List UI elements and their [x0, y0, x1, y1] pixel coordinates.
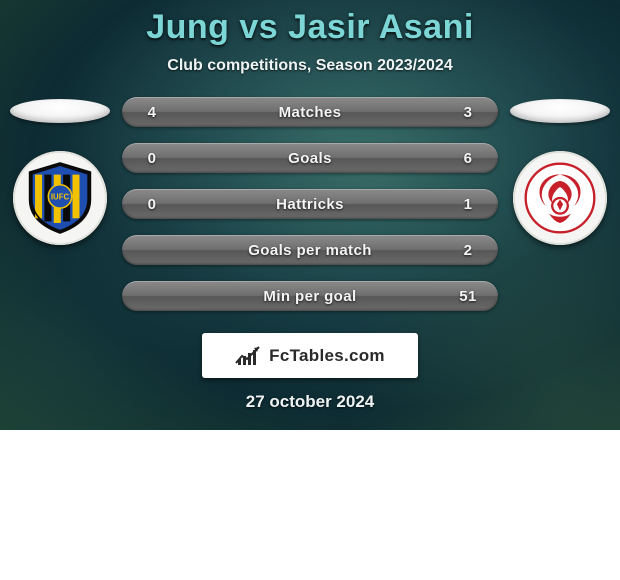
left-side: IUFC [8, 99, 112, 245]
stats-column: 4 Matches 3 0 Goals 6 0 Hattricks 1 Goal… [122, 97, 498, 311]
stat-label: Goals [166, 150, 454, 167]
gwangju-crest [513, 151, 607, 245]
bar-chart-icon [235, 345, 261, 367]
phoenix-icon [521, 159, 599, 237]
stat-row-goals: 0 Goals 6 [122, 143, 498, 173]
left-player-avatar [10, 99, 110, 123]
stat-row-min-per-goal: Min per goal 51 [122, 281, 498, 311]
right-side [508, 99, 612, 245]
stat-right-value: 51 [454, 288, 482, 305]
right-player-avatar [510, 99, 610, 123]
stat-row-hattricks: 0 Hattricks 1 [122, 189, 498, 219]
incheon-crest: IUFC [13, 151, 107, 245]
stat-right-value: 6 [454, 150, 482, 167]
stat-label: Min per goal [166, 288, 454, 305]
stat-right-value: 3 [454, 104, 482, 121]
subtitle: Club competitions, Season 2023/2024 [0, 57, 620, 75]
comparison-body: IUFC 4 Matches 3 0 Goals 6 0 Hattricks 1 [0, 99, 620, 311]
shield-icon: IUFC [21, 159, 99, 237]
brand-badge: FcTables.com [202, 333, 418, 378]
stat-right-value: 1 [454, 196, 482, 213]
stat-row-goals-per-match: Goals per match 2 [122, 235, 498, 265]
stat-row-matches: 4 Matches 3 [122, 97, 498, 127]
stat-label: Matches [166, 104, 454, 121]
stat-right-value: 2 [454, 242, 482, 259]
stat-left-value: 0 [138, 196, 166, 213]
brand-text: FcTables.com [269, 346, 385, 366]
stat-label: Hattricks [166, 196, 454, 213]
comparison-card: Jung vs Jasir Asani Club competitions, S… [0, 0, 620, 430]
stat-left-value: 4 [138, 104, 166, 121]
stat-label: Goals per match [166, 242, 454, 259]
stat-left-value: 0 [138, 150, 166, 167]
date-label: 27 october 2024 [0, 392, 620, 412]
svg-text:IUFC: IUFC [51, 193, 70, 202]
page-title: Jung vs Jasir Asani [0, 8, 620, 47]
